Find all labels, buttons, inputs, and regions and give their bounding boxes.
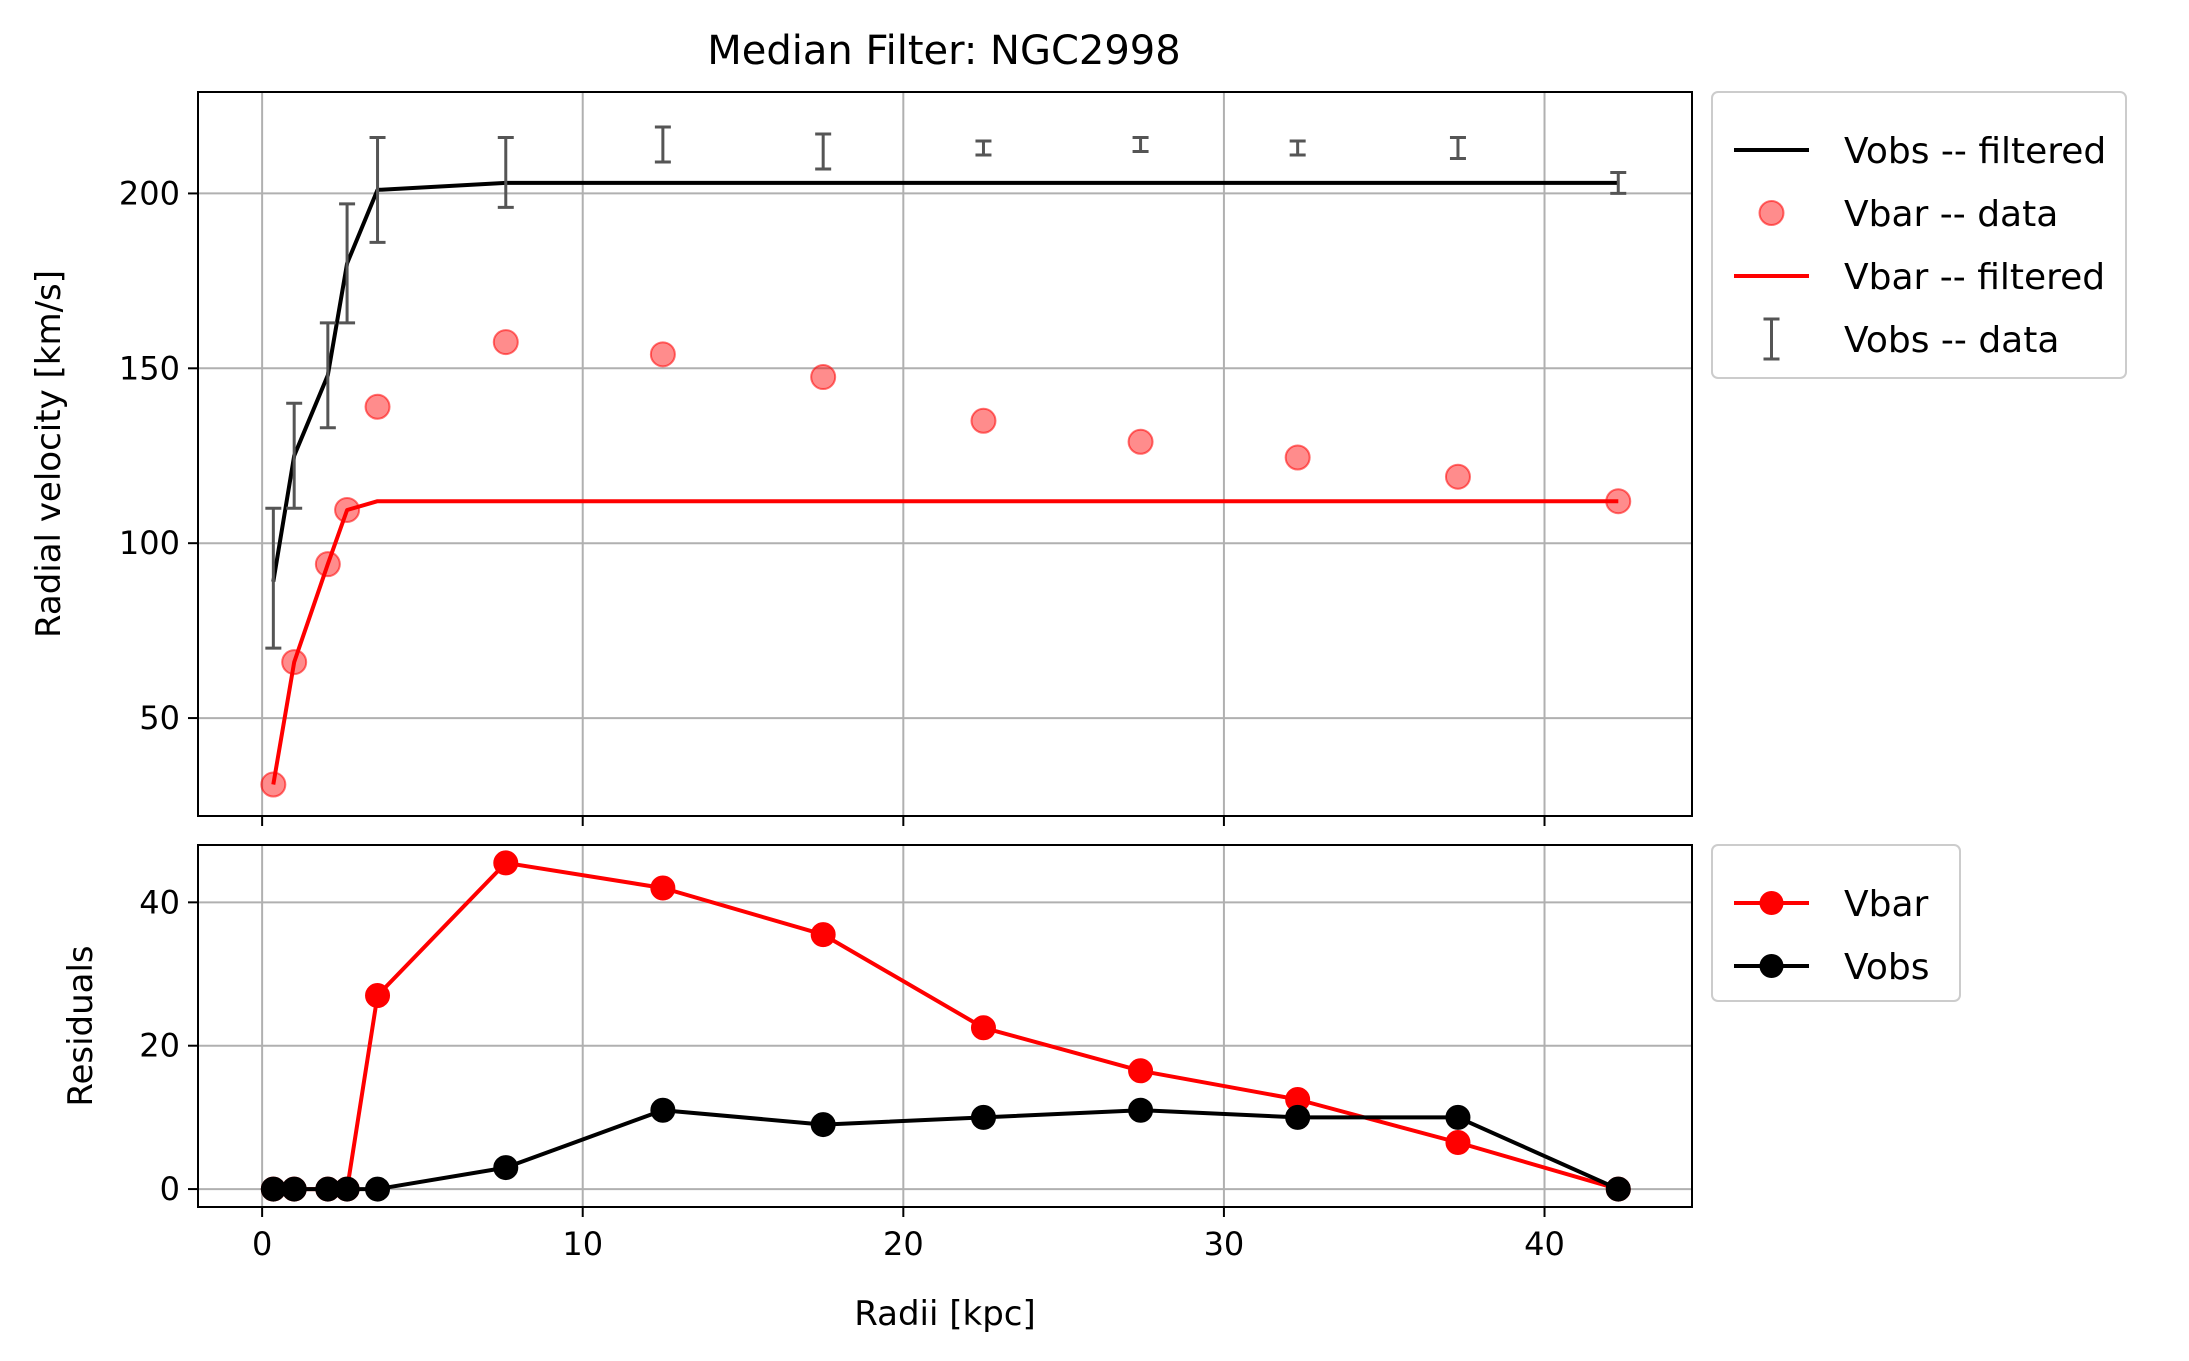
legend-label: Vbar [1844, 884, 1929, 925]
y-tick-label: 50 [139, 699, 180, 737]
data-point [970, 1015, 996, 1041]
velocity-ticks: 50 100 150 200 [119, 174, 1546, 826]
legend-box [1711, 91, 2127, 379]
error-bar [1132, 135, 1149, 153]
legend-label: Vobs -- filtered [1844, 131, 2106, 172]
error-bar [286, 401, 303, 510]
data-point [493, 1155, 519, 1181]
legend-label: Vbar -- filtered [1844, 257, 2105, 298]
legend-marker-swatch [1759, 891, 1784, 915]
residuals-legend: Vbar Vobs [1711, 844, 1961, 1002]
legend-item: Vobs [1734, 947, 1929, 988]
data-point [810, 1112, 836, 1138]
series-clip-group [260, 125, 1632, 798]
data-point [1445, 1129, 1471, 1155]
x-tick-label: 10 [562, 1225, 603, 1263]
error-bar [339, 202, 356, 325]
velocity-panel: Median Filter: NGC2998 50 100 150 200 Radia… [29, 28, 2127, 826]
data-point [1444, 463, 1471, 490]
x-tick-label: 20 [883, 1225, 924, 1263]
legend-marker-swatch [1759, 954, 1784, 978]
y-tick-label: 20 [139, 1027, 180, 1065]
legend-item: Vbar -- filtered [1734, 257, 2105, 298]
data-point [970, 407, 997, 434]
residuals-axes-frame [197, 844, 1693, 1208]
data-point [1445, 1104, 1471, 1130]
data-point [493, 850, 519, 876]
x-tick-label: 30 [1204, 1225, 1245, 1263]
data-point [281, 1176, 307, 1202]
velocity-y-axis-label: Radial velocity [km/s] [29, 270, 69, 638]
velocity-series [260, 125, 1632, 798]
data-point [1285, 1104, 1311, 1130]
legend-item: Vobs -- data [1763, 317, 2059, 361]
chart-title: Median Filter: NGC2998 [707, 28, 1180, 74]
y-tick-label: 150 [119, 349, 180, 387]
legend-label: Vobs [1844, 947, 1929, 988]
y-tick-label: 40 [139, 883, 180, 921]
error-bar [265, 506, 282, 650]
error-bar [369, 135, 386, 244]
series-line [271, 499, 1619, 785]
data-point [1128, 1058, 1154, 1084]
x-axis-label: Radii [kpc] [854, 1294, 1036, 1334]
data-point [365, 983, 391, 1009]
error-bar [1449, 135, 1466, 160]
data-point [1128, 1097, 1154, 1123]
data-point [649, 341, 676, 368]
y-tick-label: 200 [119, 174, 180, 212]
residuals-series [260, 850, 1631, 1202]
velocity-axes-frame [197, 91, 1693, 817]
velocity-legend: Vobs -- filtered Vbar -- data Vbar -- filt… [1711, 91, 2127, 379]
series-clip-group [260, 850, 1631, 1202]
error-bar [815, 132, 832, 171]
data-point [365, 1176, 391, 1202]
legend-item: Vbar -- data [1758, 194, 2058, 235]
y-tick-label: 100 [119, 524, 180, 562]
error-bar [975, 139, 992, 157]
residuals-grid [198, 845, 1692, 1207]
error-bar [497, 135, 514, 209]
data-point [650, 875, 676, 901]
residuals-panel: 0 10 20 30 40 0 20 40 Residuals Radii [kpc] Vba… [61, 844, 1961, 1334]
legend-marker-swatch [1758, 200, 1785, 226]
error-bar [319, 321, 336, 430]
x-tick-label: 0 [252, 1225, 272, 1263]
data-point [334, 1176, 360, 1202]
x-tick-label: 40 [1524, 1225, 1565, 1263]
data-point [1127, 428, 1154, 455]
data-point [492, 329, 519, 356]
data-point [970, 1104, 996, 1130]
data-point [1284, 444, 1311, 471]
data-point [810, 922, 836, 948]
data-point [1605, 1176, 1631, 1202]
error-bar [654, 125, 671, 164]
legend-item: Vobs -- filtered [1734, 131, 2106, 172]
data-point [364, 393, 391, 420]
residuals-ticks: 0 10 20 30 40 0 20 40 [139, 883, 1565, 1263]
legend-label: Vbar -- data [1844, 194, 2058, 235]
y-tick-label: 0 [160, 1170, 180, 1208]
data-point [810, 364, 837, 391]
error-bar [1289, 139, 1306, 157]
data-point [650, 1097, 676, 1123]
legend-item: Vbar [1734, 884, 1929, 925]
legend-label: Vobs -- data [1844, 320, 2059, 361]
velocity-grid [198, 92, 1692, 816]
residuals-y-axis-label: Residuals [61, 945, 101, 1106]
error-bar [1610, 170, 1627, 195]
